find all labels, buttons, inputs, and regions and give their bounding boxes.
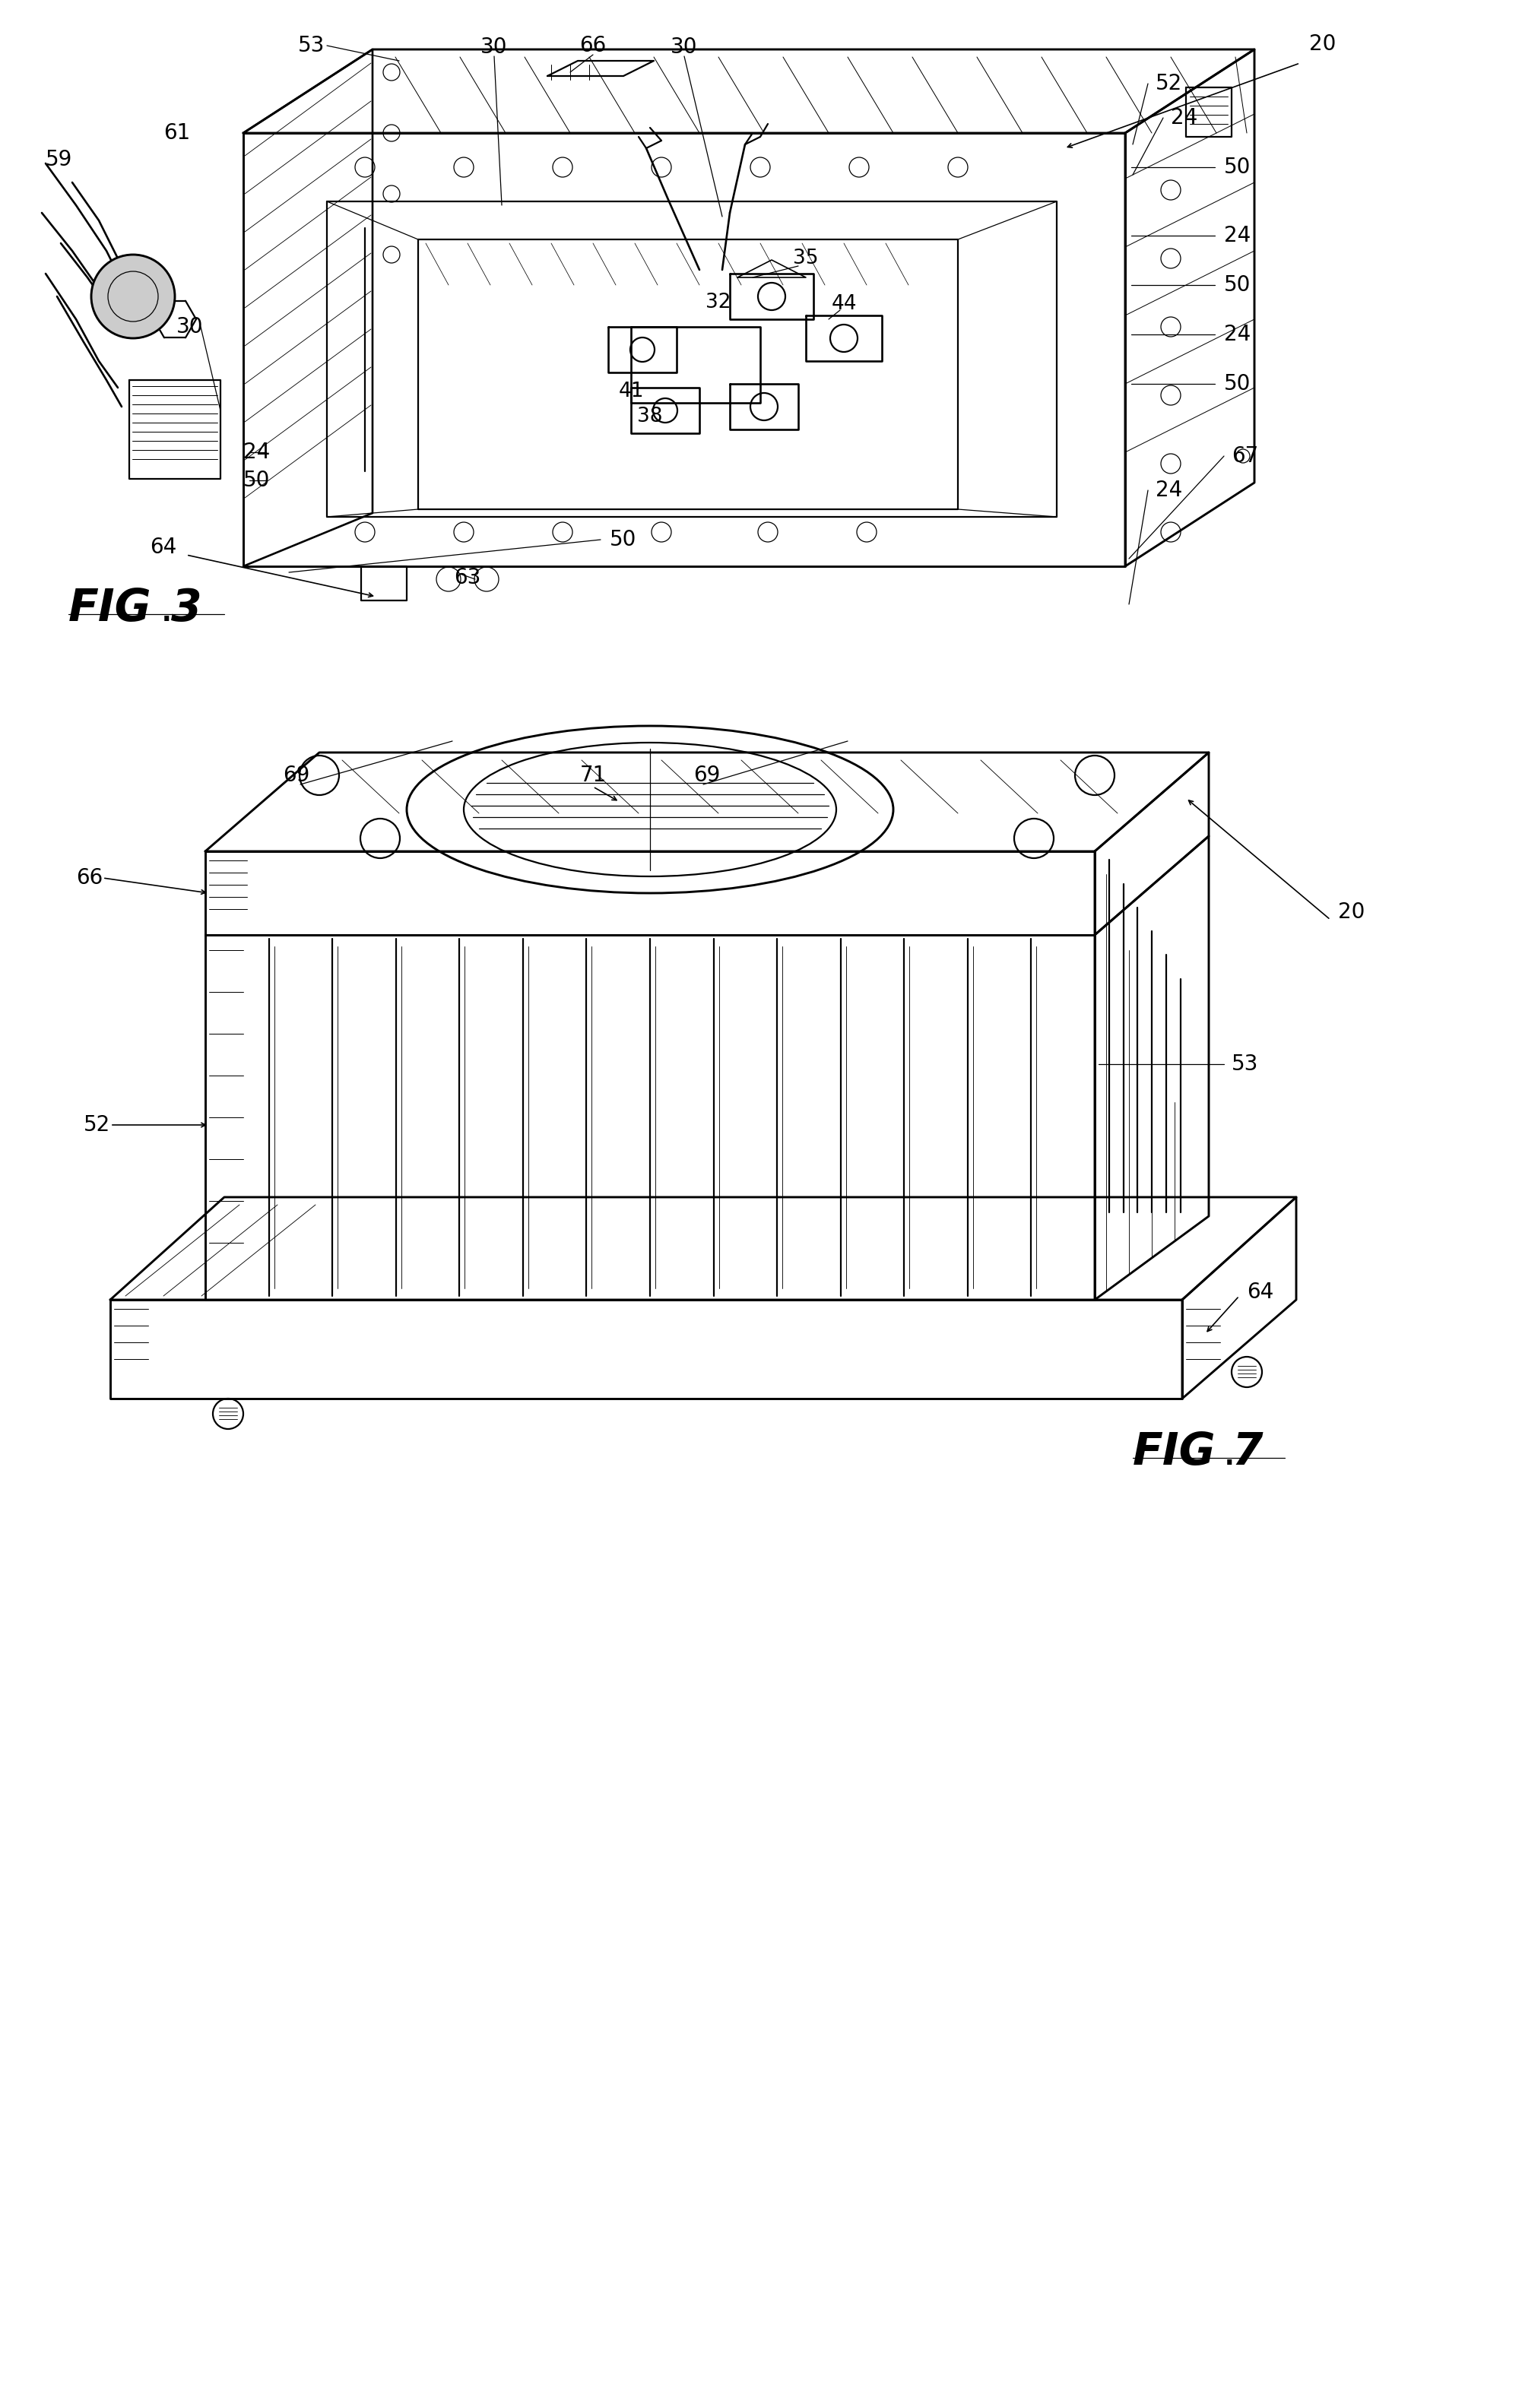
Text: 41: 41: [618, 380, 644, 402]
Text: 3: 3: [170, 588, 202, 631]
Text: 30: 30: [481, 36, 508, 58]
Text: 67: 67: [1231, 445, 1259, 467]
Text: FIG: FIG: [1132, 1430, 1216, 1474]
Text: FIG: FIG: [68, 588, 152, 631]
Text: 66: 66: [580, 36, 606, 55]
Text: 71: 71: [580, 766, 606, 785]
Text: 69: 69: [283, 766, 310, 785]
Circle shape: [91, 255, 175, 337]
Text: 64: 64: [1247, 1281, 1274, 1303]
Text: 20: 20: [1309, 34, 1336, 55]
Text: 38: 38: [638, 407, 662, 426]
Text: 50: 50: [1224, 157, 1251, 178]
Text: 59: 59: [46, 149, 73, 171]
Text: 64: 64: [151, 537, 177, 559]
Text: 44: 44: [831, 294, 857, 313]
Text: .: .: [160, 588, 174, 631]
Text: 50: 50: [244, 470, 271, 491]
Text: 24: 24: [1224, 323, 1251, 344]
Text: .: .: [1222, 1430, 1236, 1474]
Text: 32: 32: [706, 294, 731, 313]
Text: 52: 52: [84, 1115, 111, 1137]
Text: 24: 24: [1170, 108, 1198, 128]
Text: 24: 24: [1224, 224, 1251, 246]
Text: 35: 35: [793, 248, 819, 267]
Text: 7: 7: [1231, 1430, 1262, 1474]
Text: 50: 50: [610, 530, 636, 551]
Text: 53: 53: [298, 36, 326, 55]
Text: 50: 50: [1224, 275, 1251, 296]
Text: 30: 30: [671, 36, 697, 58]
Text: 52: 52: [1155, 72, 1183, 94]
Text: 50: 50: [1224, 373, 1251, 395]
Text: 69: 69: [694, 766, 720, 785]
Text: 20: 20: [1338, 901, 1365, 922]
Text: 61: 61: [163, 123, 190, 144]
Text: 63: 63: [454, 566, 481, 588]
Text: 53: 53: [1231, 1055, 1259, 1074]
Text: 66: 66: [76, 867, 103, 889]
Text: 24: 24: [1155, 479, 1183, 501]
Text: 24: 24: [244, 441, 269, 462]
Text: 30: 30: [177, 315, 204, 337]
